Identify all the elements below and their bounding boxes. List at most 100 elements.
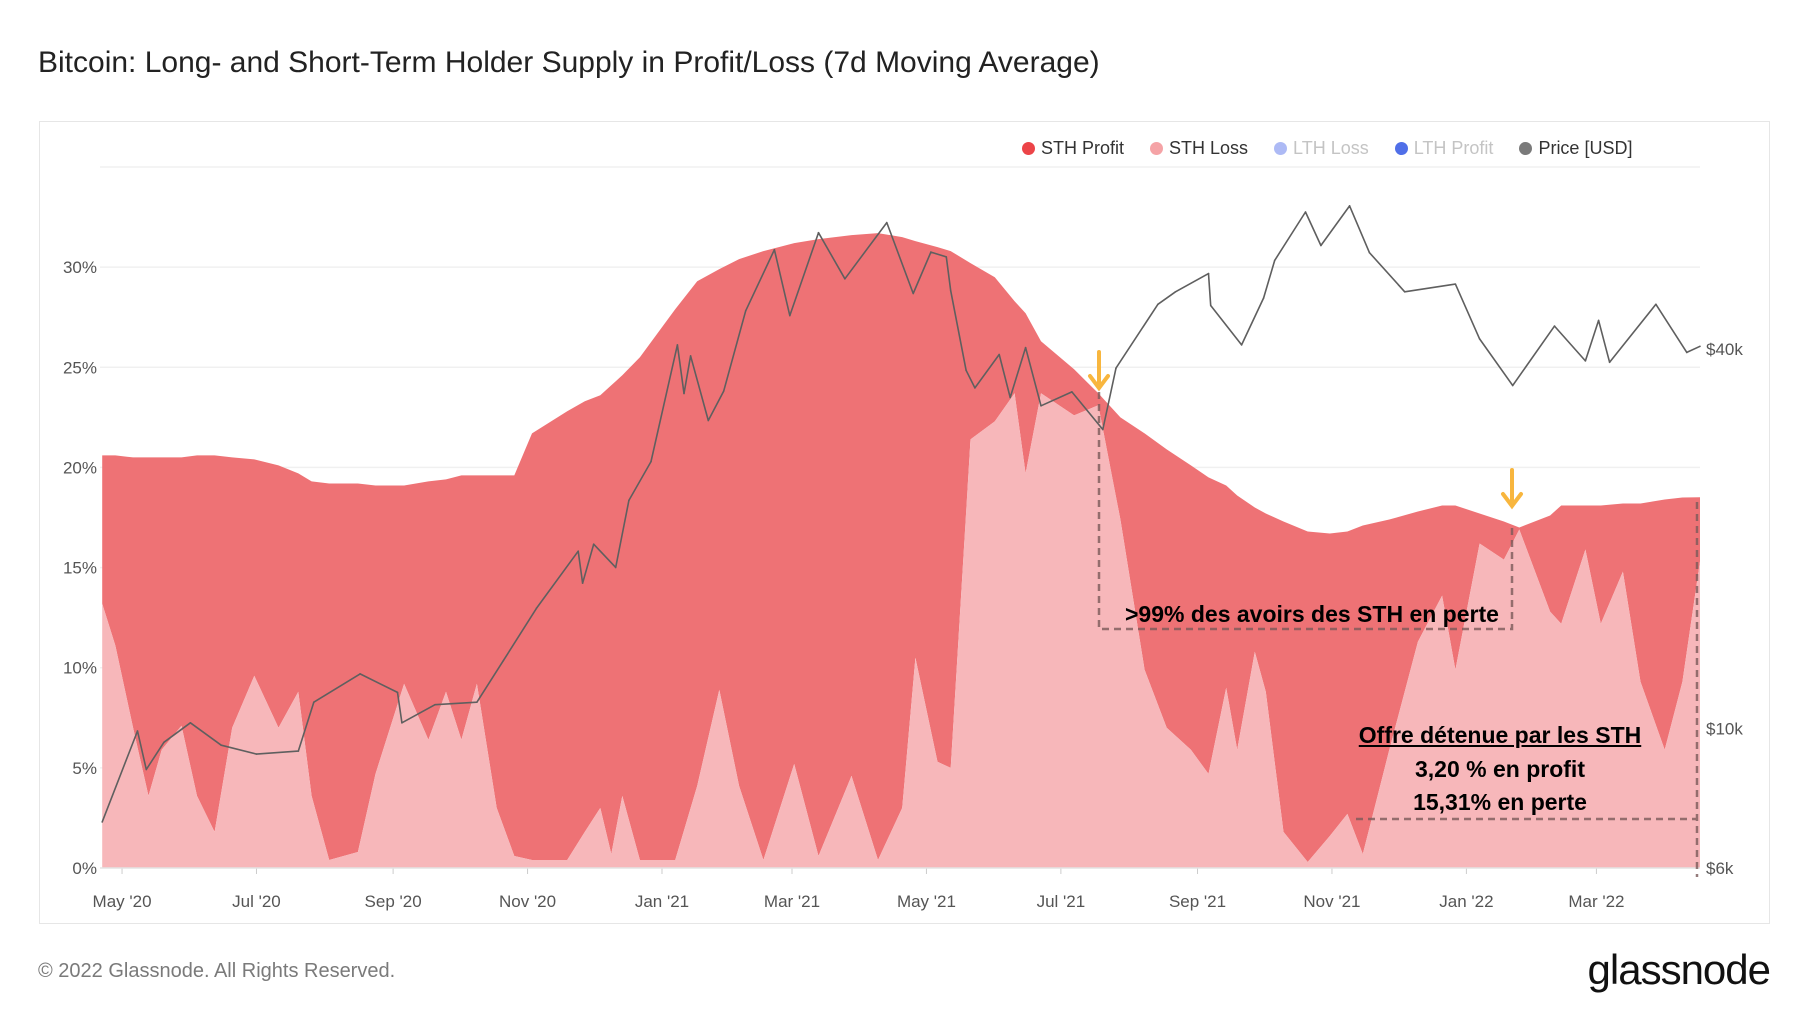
price-point: [297, 750, 300, 752]
x-tick-label: Nov '20: [499, 892, 556, 911]
legend-item-lth-profit[interactable]: LTH Profit: [1394, 138, 1494, 159]
price-point: [401, 722, 403, 724]
price-point: [1157, 303, 1159, 306]
legend-dot-icon: [1519, 142, 1533, 155]
price-point: [1207, 272, 1210, 275]
price-point: [145, 768, 148, 771]
price-point: [476, 701, 478, 703]
price-point: [949, 289, 952, 292]
price-point: [1348, 205, 1351, 207]
price-point: [1597, 319, 1600, 322]
dashed-bracket-1: [1097, 392, 1514, 631]
annotation-sth-profit: 3,20 % en profit: [1415, 756, 1585, 782]
price-point: [434, 703, 436, 706]
axes: 0% 5% 10% 15% 20% 25% 30% $6k $10k $40k May '20 Jul…: [63, 258, 1743, 911]
price-point: [101, 821, 104, 823]
y-tick-label: 25%: [63, 358, 97, 377]
legend-label: LTH Loss: [1293, 138, 1369, 158]
x-tick-label: Nov '21: [1303, 892, 1360, 911]
price-point: [1553, 325, 1556, 327]
price-point: [163, 741, 165, 744]
y2-tick-label: $10k: [1706, 719, 1743, 738]
x-tick-label: Jan '22: [1439, 892, 1493, 911]
annotation-sth-supply-title: Offre détenue par les STH: [1358, 722, 1642, 748]
price-point: [1240, 344, 1243, 346]
x-tick-label: Jul '20: [232, 892, 281, 911]
price-point: [359, 673, 361, 675]
annotation-sth-loss-pct: 15,31% en perte: [1413, 789, 1587, 815]
price-point: [1071, 391, 1073, 393]
legend-dot-icon: [1274, 142, 1288, 155]
price-point: [744, 309, 747, 312]
price-point: [1209, 304, 1212, 307]
legend-item-sth-profit[interactable]: STH Profit: [1022, 138, 1124, 159]
price-point: [789, 314, 791, 317]
price-point: [885, 221, 888, 224]
price-point: [773, 248, 776, 251]
legend: STH Profit STH Loss LTH Loss LTH Profit Pric…: [1022, 138, 1658, 159]
price-point: [220, 744, 223, 746]
copyright: © 2022 Glassnode. All Rights Reserved.: [38, 960, 396, 982]
legend-label: LTH Profit: [1413, 138, 1494, 158]
price-point: [1699, 345, 1701, 348]
x-tick-label: Mar '21: [764, 892, 820, 911]
price-point: [255, 753, 258, 755]
price-point: [1304, 211, 1307, 213]
price-point: [628, 499, 630, 502]
price-point: [1320, 244, 1322, 247]
price-line: [101, 205, 1701, 823]
price-point: [1040, 405, 1042, 407]
x-tick-label: May '20: [93, 892, 152, 911]
legend-dot-icon: [1022, 142, 1035, 155]
price-point: [189, 722, 192, 724]
price-point: [614, 566, 617, 569]
price-point: [1009, 396, 1011, 399]
sth-loss-area: [102, 393, 1701, 868]
x-tick-label: Jul '21: [1037, 892, 1086, 911]
legend-item-sth-loss[interactable]: STH Loss: [1150, 138, 1248, 159]
legend-item-lth-loss[interactable]: LTH Loss: [1274, 138, 1369, 159]
price-point: [1511, 384, 1514, 387]
price-point: [1174, 291, 1177, 293]
price-point: [998, 353, 1000, 356]
price-point: [592, 543, 595, 545]
annotation-lines: [1088, 350, 1699, 877]
price-point: [817, 231, 820, 234]
price-point: [1478, 338, 1481, 340]
legend-label: Price [USD]: [1538, 138, 1633, 158]
price-point: [1685, 351, 1688, 354]
chart-title: Bitcoin: Long- and Short-Term Holder Sup…: [38, 46, 1100, 79]
price-point: [1368, 251, 1371, 254]
legend-label: STH Loss: [1169, 138, 1249, 158]
price-point: [844, 278, 846, 280]
x-tick-label: Mar '22: [1568, 892, 1624, 911]
x-tick-label: Jan '21: [635, 892, 689, 911]
price-point: [1101, 428, 1104, 431]
y-tick-label: 30%: [63, 258, 97, 277]
y-tick-label: 15%: [63, 559, 97, 578]
price-series: [101, 205, 1701, 823]
price-point: [312, 701, 315, 703]
y2-tick-label: $6k: [1706, 859, 1734, 878]
price-point: [1655, 303, 1657, 306]
price-point: [974, 387, 976, 389]
legend-label: STH Profit: [1041, 138, 1125, 158]
legend-dot-icon: [1150, 142, 1164, 155]
price-point: [689, 355, 692, 357]
area-series: [102, 233, 1701, 868]
dashed-bracket-2: [1356, 502, 1699, 877]
arrow-down-icon: [1088, 350, 1110, 392]
price-point: [396, 691, 399, 694]
annotation-sth-loss: >99% des avoirs des STH en perte: [1125, 601, 1499, 627]
y-tick-label: 10%: [63, 659, 97, 678]
price-point: [722, 390, 725, 392]
price-point: [1608, 361, 1611, 364]
legend-item-price-usd[interactable]: Price [USD]: [1519, 138, 1632, 159]
price-point: [1403, 291, 1406, 293]
x-tick-label: May '21: [897, 892, 956, 911]
y-tick-label: 20%: [63, 458, 97, 477]
chart-frame: [39, 121, 1770, 924]
price-point: [707, 419, 710, 422]
y-tick-label: 5%: [72, 759, 97, 778]
price-point: [676, 344, 679, 346]
